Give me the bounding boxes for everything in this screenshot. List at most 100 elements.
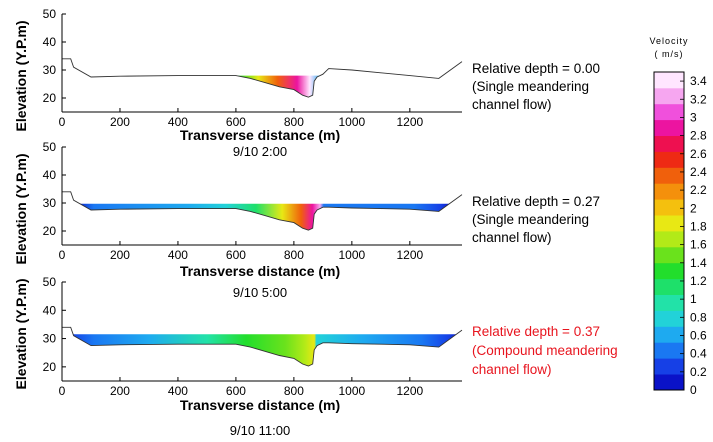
colorbar-swatch-12	[654, 183, 684, 200]
panel-1-xtick-600: 600	[226, 115, 246, 129]
colorbar-swatch-3	[654, 326, 684, 343]
panel-3-bed-profile	[62, 326, 463, 367]
panel-2-bed-profile	[62, 191, 463, 231]
panel-1-xtick-400: 400	[168, 115, 188, 129]
colorbar-swatch-15	[654, 135, 684, 152]
panel-2-ytick-40: 40	[43, 168, 57, 182]
panel-2-time: 9/10 5:00	[233, 285, 287, 300]
panel-1-xtick-1000: 1000	[339, 115, 366, 129]
panel-3: 0 200 400 600 800 1000 1200 20 30 40 50 Elevation …	[13, 275, 618, 438]
colorbar-swatch-0	[654, 374, 684, 391]
colorbar-tick-0.2: 0.2	[690, 365, 707, 379]
panel-1-xtick-200: 200	[110, 115, 130, 129]
panel-1-ylabel: Elevation (Y.P.m)	[13, 20, 29, 131]
panel-1-xtick-800: 800	[284, 115, 304, 129]
colorbar-tick-2.8: 2.8	[690, 129, 707, 143]
panel-3-plot: 0 200 400 600 800 1000 1200 20 30 40 50	[43, 275, 463, 398]
colorbar-swatch-2	[654, 342, 684, 359]
panel-2-xtick-600: 600	[226, 248, 246, 262]
panel-1-note-line-3: channel flow)	[472, 97, 552, 112]
panel-2-xtick-1000: 1000	[339, 248, 366, 262]
panel-2-xtick-0: 0	[59, 248, 66, 262]
colorbar-swatch-10	[654, 215, 684, 232]
panel-1-time: 9/10 2:00	[233, 144, 287, 159]
panel-1-xtick-0: 0	[59, 115, 66, 129]
panel-3-xtick-1200: 1200	[396, 384, 423, 398]
panel-3-ytick-40: 40	[43, 303, 57, 317]
colorbar-tick-1.4: 1.4	[690, 256, 707, 270]
panel-2-note-line-3: channel flow)	[472, 230, 552, 245]
colorbar-tick-3.2: 3.2	[690, 92, 707, 106]
colorbar-swatch-18	[654, 87, 684, 105]
colorbar-swatch-5	[654, 294, 684, 311]
panel-2-xtick-800: 800	[284, 248, 304, 262]
colorbar-tick-2.4: 2.4	[690, 165, 707, 179]
colorbar: Velocity ( m/s) 0 0.2 0.4 0.6 0.8 1 1.2 1.4 1.6 1…	[649, 36, 707, 397]
colorbar-swatch-9	[654, 231, 684, 248]
panel-1-ytick-20: 20	[43, 91, 57, 105]
panel-1-velocity-field	[224, 74, 322, 98]
panel-1-ytick-40: 40	[43, 35, 57, 49]
panel-1-xtick-1200: 1200	[396, 115, 423, 129]
colorbar-tick-3: 3	[690, 110, 697, 124]
colorbar-swatch-16	[654, 119, 684, 136]
panel-1-plot: 0 200 400 600 800 1000 1200 20 30 40 50	[43, 7, 463, 129]
panel-3-time: 9/10 11:00	[230, 423, 290, 438]
panel-1-note-line-1: Relative depth = 0.00	[472, 61, 600, 76]
colorbar-tick-3.4: 3.4	[690, 74, 707, 88]
colorbar-tick-2: 2	[690, 201, 697, 215]
colorbar-tick-1.8: 1.8	[690, 219, 707, 233]
panel-2-ytick-30: 30	[43, 196, 57, 210]
colorbar-tick-0.8: 0.8	[690, 310, 707, 324]
panel-2-note-line-1: Relative depth = 0.27	[472, 194, 600, 209]
colorbar-swatch-8	[654, 246, 684, 264]
panel-3-xtick-1000: 1000	[339, 384, 366, 398]
panel-3-ytick-20: 20	[43, 360, 57, 374]
colorbar-tick-2.2: 2.2	[690, 183, 707, 197]
panel-3-xtick-200: 200	[110, 384, 130, 398]
panel-2-xlabel: Transverse distance (m)	[180, 263, 340, 279]
colorbar-tick-1.2: 1.2	[690, 274, 707, 288]
colorbar-tick-1.6: 1.6	[690, 238, 707, 252]
colorbar-unit: ( m/s)	[655, 49, 684, 59]
panel-1-bed-profile	[62, 58, 463, 98]
colorbar-swatch-1	[654, 358, 684, 375]
panel-1-ytick-30: 30	[43, 63, 57, 77]
panel-3-ylabel: Elevation (Y.P.m)	[13, 278, 29, 389]
panel-2-plot: 0 200 400 600 800 1000 1200 20 30 40 50	[43, 140, 463, 262]
colorbar-swatch-7	[654, 262, 684, 280]
colorbar-title: Velocity	[649, 36, 688, 46]
panel-2-xtick-1200: 1200	[396, 248, 423, 262]
colorbar-swatch-13	[654, 167, 684, 184]
colorbar-swatch-6	[654, 278, 684, 295]
colorbar-tick-0.4: 0.4	[690, 347, 707, 361]
panel-3-note-line-3: channel flow)	[472, 362, 552, 377]
panel-3-xtick-600: 600	[226, 384, 246, 398]
panel-3-note-line-2: (Compound meandering	[472, 343, 618, 358]
colorbar-tick-0: 0	[690, 383, 697, 397]
colorbar-tick-1: 1	[690, 292, 697, 306]
colorbar-swatch-19	[654, 72, 684, 89]
panel-2-ytick-20: 20	[43, 224, 57, 238]
panel-3-note-line-1: Relative depth = 0.37	[472, 324, 600, 339]
panel-2-ylabel: Elevation (Y.P.m)	[13, 153, 29, 264]
colorbar-frame	[653, 71, 685, 391]
colorbar-swatch-14	[654, 151, 684, 168]
panel-3-ytick-50: 50	[43, 275, 57, 289]
panel-3-xlabel: Transverse distance (m)	[180, 397, 340, 413]
panel-2-note-line-2: (Single meandering	[472, 212, 589, 227]
colorbar-swatch-4	[654, 310, 684, 327]
colorbar-swatch-11	[654, 199, 684, 216]
panel-3-ytick-30: 30	[43, 332, 57, 346]
panel-3-velocity-field	[70, 327, 461, 366]
colorbar-swatches	[653, 71, 685, 391]
panel-3-xtick-0: 0	[59, 384, 66, 398]
panel-2: 0 200 400 600 800 1000 1200 20 30 40 50 Elevation …	[13, 140, 600, 300]
panel-1: 0 200 400 600 800 1000 1200 20 30 40 50 Elevation …	[13, 7, 600, 159]
colorbar-tick-0.6: 0.6	[690, 328, 707, 342]
colorbar-tick-2.6: 2.6	[690, 147, 707, 161]
colorbar-ticks: 0 0.2 0.4 0.6 0.8 1 1.2 1.4 1.6 1.8 2 2.2 2.4 2.6 2.8 3…	[680, 74, 707, 397]
colorbar-swatch-17	[654, 103, 684, 121]
panel-3-xtick-800: 800	[284, 384, 304, 398]
